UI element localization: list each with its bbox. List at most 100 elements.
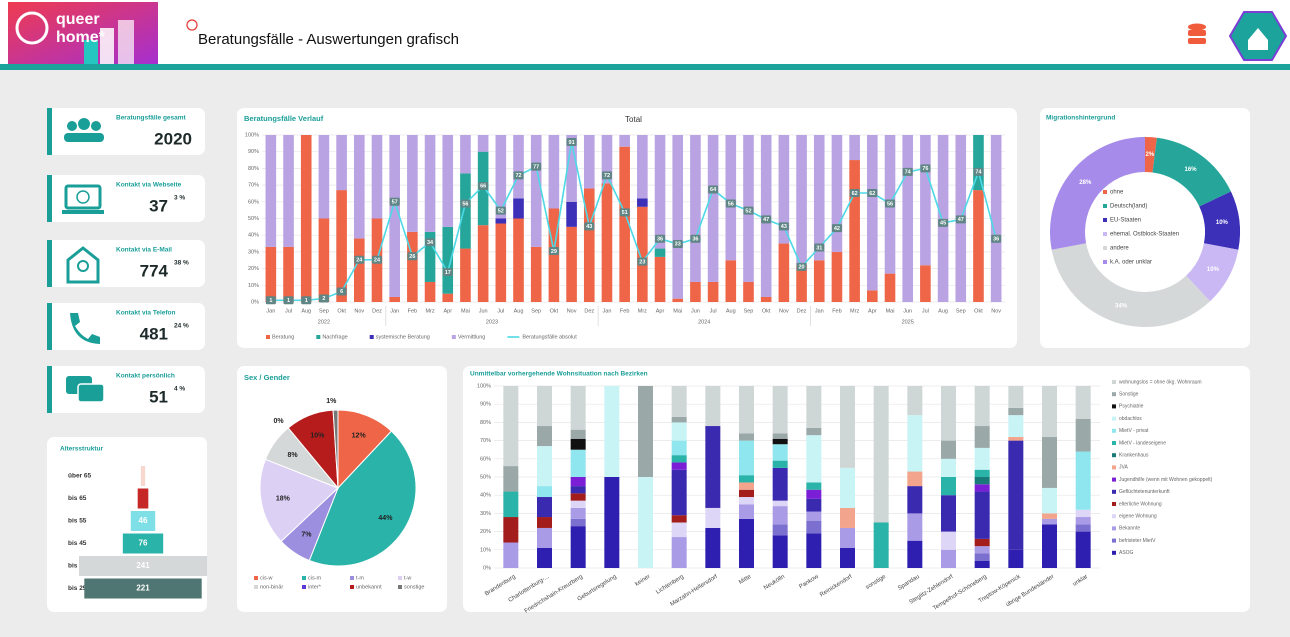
legend-swatch xyxy=(1112,417,1116,421)
legend-label: Vermittlung xyxy=(458,334,486,340)
database-icon xyxy=(1188,24,1206,45)
bar-segment xyxy=(739,441,754,476)
data-label: 16% xyxy=(1185,167,1198,173)
bar-segment xyxy=(503,386,518,466)
bar-segment xyxy=(571,430,586,439)
x-tick-label: Nov xyxy=(567,308,577,314)
bar-segment xyxy=(571,519,586,526)
x-tick-label: Apr xyxy=(656,308,665,314)
bar-segment xyxy=(806,512,821,521)
bar-segment xyxy=(1042,524,1057,568)
data-label: 18% xyxy=(276,495,291,502)
category-label: bis 65 xyxy=(68,495,87,502)
data-label: 1% xyxy=(326,398,337,405)
data-label: 36 xyxy=(692,236,698,242)
icon xyxy=(78,384,104,402)
bar-segment xyxy=(773,386,788,433)
legend-swatch xyxy=(1112,526,1116,530)
bar-segment xyxy=(672,470,687,515)
data-label: 29 xyxy=(551,249,557,255)
icon xyxy=(78,118,90,130)
legend-swatch xyxy=(1112,404,1116,408)
bar-segment xyxy=(907,541,922,568)
y-tick-label: 10% xyxy=(480,547,491,553)
data-label: 52 xyxy=(498,208,504,214)
bar-segment xyxy=(513,198,524,218)
bar-segment xyxy=(907,415,922,471)
bar-segment xyxy=(537,528,552,548)
data-label: 43 xyxy=(586,224,592,230)
bar-segment xyxy=(739,482,754,489)
bar-segment xyxy=(460,135,471,173)
bar-segment xyxy=(672,537,687,568)
legend-swatch xyxy=(370,335,374,339)
bar-segment xyxy=(549,208,560,302)
y-tick-label: 30% xyxy=(248,249,259,255)
bar-segment xyxy=(602,183,613,302)
bar-segment xyxy=(806,499,821,512)
data-label: 42 xyxy=(834,226,840,232)
data-label: 74 xyxy=(975,170,982,176)
bar-segment xyxy=(537,548,552,568)
legend-label: unbekannt xyxy=(356,584,382,590)
data-label: 72 xyxy=(604,173,610,179)
icon xyxy=(64,133,104,142)
data-label: 56 xyxy=(887,201,893,207)
legend-label: k.A. oder unklar xyxy=(1110,260,1152,266)
legend-label: wohnungslos = ohne ökg. Wohnraum xyxy=(1119,379,1202,385)
bar-segment xyxy=(637,207,648,302)
bar-segment xyxy=(537,446,552,486)
bar-segment xyxy=(460,173,471,248)
legend-swatch xyxy=(254,585,258,589)
legend-swatch xyxy=(398,585,402,589)
bar-segment xyxy=(537,486,552,497)
x-tick-label: Jul xyxy=(497,308,504,314)
bar-segment xyxy=(372,135,383,219)
bar-segment xyxy=(941,495,956,531)
bar-segment xyxy=(537,386,552,426)
bar-segment xyxy=(902,135,913,302)
legend-swatch xyxy=(1112,465,1116,469)
bar-segment xyxy=(1076,452,1091,510)
bar-segment xyxy=(973,190,984,302)
bar-segment xyxy=(496,224,507,302)
bar-segment xyxy=(283,247,294,302)
bar-segment xyxy=(1042,386,1057,437)
icon xyxy=(91,121,101,131)
bar-segment xyxy=(975,546,990,553)
chart-title: Migrationshintergrund xyxy=(1046,115,1115,122)
bar-segment xyxy=(1076,517,1091,524)
x-tick-label: Jul xyxy=(285,308,292,314)
y-tick-label: 90% xyxy=(480,402,491,408)
data-label: 34 xyxy=(427,240,434,246)
bar-segment xyxy=(705,528,720,568)
bar-segment xyxy=(619,135,630,147)
y-tick-label: 90% xyxy=(248,149,259,155)
x-tick-label: Feb xyxy=(408,308,417,314)
bar-segment xyxy=(571,486,586,493)
x-tick-label: Jul xyxy=(710,308,717,314)
bar-segment xyxy=(941,477,956,495)
bar-segment xyxy=(571,493,586,500)
bar-segment xyxy=(513,135,524,198)
x-tick-label: Okt xyxy=(550,308,559,314)
x-tick-label: Sep xyxy=(744,308,754,314)
legend-swatch xyxy=(1112,502,1116,506)
data-label: 47 xyxy=(958,217,964,223)
bar-segment xyxy=(975,484,990,491)
bar-segment xyxy=(442,294,453,302)
bar-segment xyxy=(840,468,855,508)
bar-segment xyxy=(840,528,855,548)
bar-segment xyxy=(743,282,754,302)
bar-segment xyxy=(549,135,560,208)
y-tick-label: 70% xyxy=(248,183,259,189)
x-tick-label: Mai xyxy=(461,308,470,314)
legend-label: befristeter MietV xyxy=(1119,538,1156,544)
y-tick-label: 80% xyxy=(480,420,491,426)
category-label: bis 55 xyxy=(68,518,87,525)
x-tick-label: Okt xyxy=(337,308,346,314)
data-label: 51 xyxy=(622,210,628,216)
legend-swatch xyxy=(452,335,456,339)
legend-label: systemische Beratung xyxy=(376,334,430,340)
bar-segment xyxy=(672,515,687,522)
